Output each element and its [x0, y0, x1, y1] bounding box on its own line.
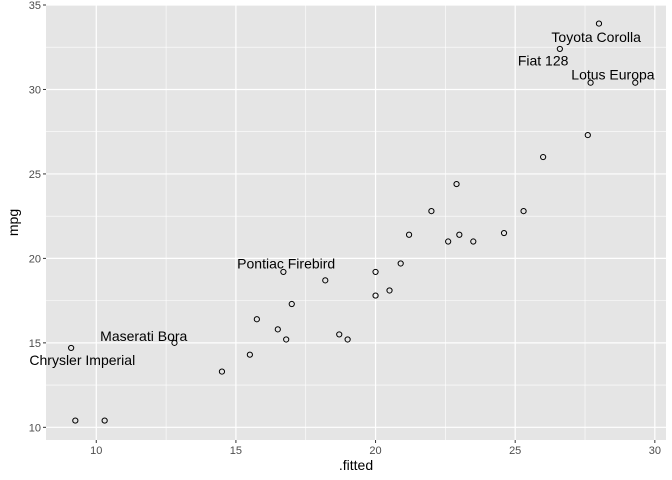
data-point [280, 268, 287, 276]
data-point [253, 316, 260, 323]
data-point [218, 368, 226, 375]
x-tick-label: 15 [230, 445, 242, 457]
y-tick-label: 25 [29, 169, 41, 181]
data-point [584, 131, 591, 139]
data-point [405, 231, 413, 238]
data-point [456, 231, 463, 238]
data-point [595, 20, 603, 27]
point-label: Fiat 128 [518, 53, 569, 69]
data-point [445, 238, 452, 245]
x-axis-title: .fitted [339, 457, 373, 473]
y-tick-label: 15 [29, 338, 41, 350]
data-point [397, 260, 404, 267]
data-point [274, 326, 281, 333]
data-point [171, 339, 178, 346]
x-tick-label: 10 [90, 445, 102, 457]
x-tick-label: 20 [369, 445, 381, 457]
point-label: Lotus Europa [571, 66, 654, 82]
point-label: Toyota Corolla [551, 29, 641, 45]
y-tick-label: 20 [29, 253, 41, 265]
data-point [322, 277, 329, 284]
panel-background [46, 5, 666, 440]
data-point [520, 207, 527, 215]
data-point [336, 331, 343, 338]
x-tick-label: 25 [509, 445, 521, 457]
point-label: Pontiac Firebird [237, 255, 335, 271]
data-point [632, 79, 639, 86]
data-point [283, 336, 290, 343]
y-tick-label: 10 [29, 422, 41, 434]
axis-ticks [43, 4, 656, 443]
point-label: Chrysler Imperial [29, 352, 135, 368]
y-axis-title: mpg [5, 209, 21, 236]
data-point [556, 45, 563, 53]
data-point [587, 79, 594, 86]
point-label: Maserati Bora [100, 328, 187, 344]
y-tick-label: 35 [29, 0, 41, 12]
data-point [68, 344, 75, 352]
data-point [344, 336, 351, 343]
data-point [372, 268, 379, 276]
data-point [540, 153, 547, 161]
data-points [68, 20, 639, 424]
grid [46, 4, 666, 440]
tick-labels: 10 15 20 25 30 10 15 20 25 30 35 [29, 0, 661, 457]
data-point [288, 300, 295, 308]
data-point [72, 417, 79, 424]
data-point [428, 207, 435, 215]
data-point [246, 351, 253, 358]
data-point [372, 292, 379, 299]
data-point [453, 180, 460, 188]
data-point [386, 287, 393, 294]
x-tick-label: 30 [649, 445, 661, 457]
data-point [500, 229, 508, 237]
data-point [470, 238, 477, 245]
y-tick-label: 30 [29, 84, 41, 96]
data-point [101, 417, 108, 424]
